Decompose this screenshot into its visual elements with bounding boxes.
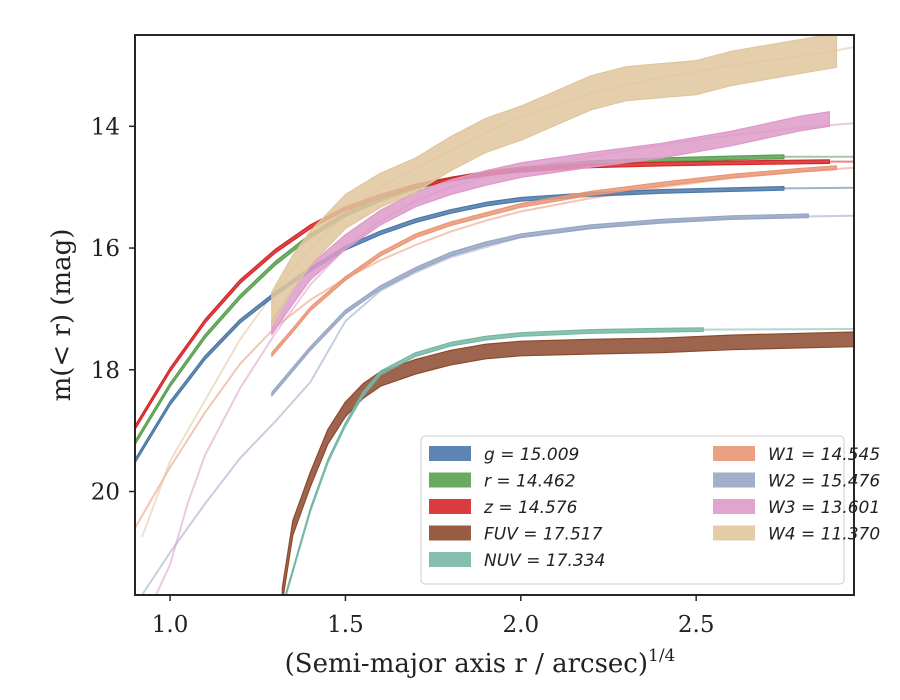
data-series	[135, 35, 854, 595]
x-tick-label: 1.0	[152, 612, 189, 638]
legend-label-fuv: FUV = 17.517	[484, 525, 603, 545]
legend-swatch-nuv	[429, 552, 471, 567]
x-axis-label-text: (Semi-major axis r / arcsec)	[285, 649, 648, 679]
legend-swatch-g	[429, 446, 471, 461]
legend-swatch-fuv	[429, 525, 471, 541]
series-band-fuv	[281, 331, 854, 595]
legend-label-w2: W2 = 15.476	[768, 472, 880, 492]
legend-label-z: z = 14.576	[483, 498, 578, 518]
plot-frame	[134, 34, 855, 596]
x-axis-ticks: 1.0 1.5 2.0 2.5	[152, 595, 715, 638]
model-curve-nuv	[703, 328, 854, 331]
x-tick-label: 2.0	[503, 612, 540, 638]
model-curve-w1	[135, 166, 854, 529]
series-band-w2	[271, 213, 810, 397]
legend-swatch-w1	[713, 446, 755, 461]
x-axis-label-exponent: 1/4	[648, 646, 675, 666]
legend-swatch-w2	[713, 472, 755, 488]
y-axis-label: m(< r) (mag)	[47, 229, 77, 402]
x-axis-label: (Semi-major axis r / arcsec)1/4	[285, 646, 676, 679]
legend: g = 15.009 r = 14.462 z = 14.576 FUV = 17.5…	[420, 435, 880, 585]
legend-swatch-r	[429, 472, 471, 488]
model-curve-g	[783, 186, 854, 190]
legend-swatch-w3	[713, 499, 755, 514]
legend-label-w3: W3 = 13.601	[768, 498, 880, 518]
series-band-nuv	[285, 327, 704, 595]
y-tick-label: 16	[91, 236, 120, 262]
y-axis-ticks: 14 16 18 20	[91, 114, 135, 506]
legend-label-w1: W1 = 14.545	[768, 445, 880, 465]
y-tick-label: 18	[91, 358, 120, 384]
legend-swatch-w4	[713, 525, 755, 541]
y-tick-label: 14	[91, 114, 120, 140]
x-tick-label: 2.5	[678, 612, 715, 638]
legend-label-nuv: NUV = 17.334	[484, 551, 605, 571]
y-tick-label: 20	[91, 480, 120, 506]
series-band-w1	[271, 165, 838, 357]
series-band-w3	[271, 111, 831, 336]
plot-area	[135, 35, 854, 595]
legend-label-w4: W4 = 11.370	[768, 525, 880, 545]
x-tick-label: 1.5	[327, 612, 364, 638]
legend-label-r: r = 14.462	[484, 472, 576, 492]
series-band-w4	[271, 35, 838, 327]
legend-swatch-z	[429, 499, 471, 514]
legend-label-g: g = 15.009	[484, 445, 579, 465]
